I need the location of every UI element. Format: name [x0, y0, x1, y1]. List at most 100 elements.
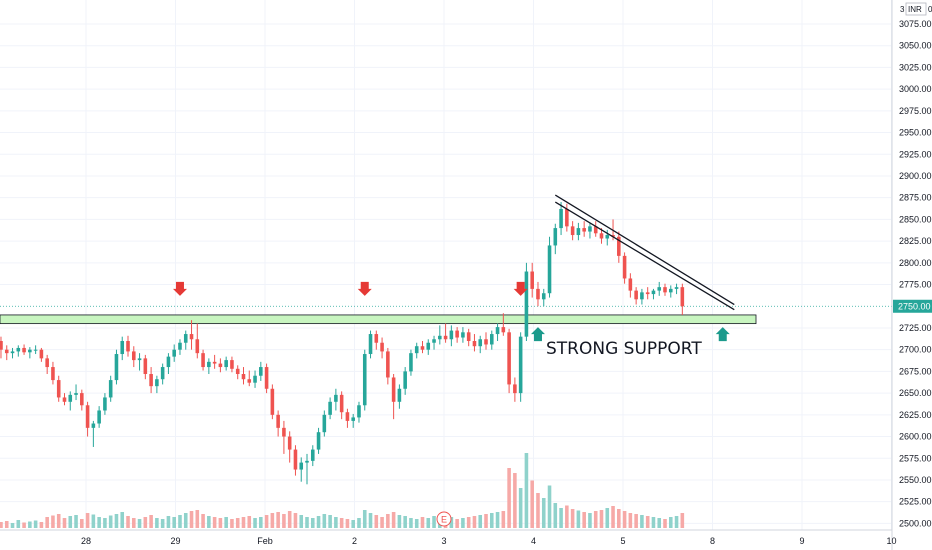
candle-body: [455, 330, 459, 338]
volume-bar: [461, 518, 465, 528]
candle-body: [0, 340, 3, 350]
candlesticks: [0, 202, 685, 485]
price-axis-header: 3 INR 0: [900, 2, 932, 16]
volume-bar: [588, 513, 592, 528]
candle-body: [351, 417, 355, 421]
volume-bar: [172, 517, 176, 528]
volume-bar: [420, 517, 425, 528]
candle-body: [391, 377, 396, 402]
volume-bar: [137, 519, 142, 528]
price-axis[interactable]: 2500.00 2525.00 2550.00 2575.00 2600.00 2625.…: [899, 19, 932, 528]
y-tick-label: 2850.00: [899, 214, 932, 224]
candle-body: [605, 235, 610, 239]
volume-bar: [386, 514, 390, 528]
y-tick-label: 3075.00: [899, 19, 932, 29]
y-tick-label: 2675.00: [899, 366, 932, 376]
candle-body: [299, 462, 304, 470]
volume-bar: [628, 513, 633, 528]
y-tick-label: 3025.00: [899, 62, 932, 72]
volume-bar: [593, 511, 598, 528]
earnings-marker-label: E: [441, 515, 447, 525]
y-tick-label: 2925.00: [899, 149, 932, 159]
y-tick-label: 2500.00: [899, 518, 932, 528]
candle-body: [599, 233, 604, 239]
candle-body: [33, 349, 38, 351]
volume-bar: [155, 518, 159, 528]
candle-body: [189, 334, 194, 340]
candle-body: [478, 339, 483, 347]
volume-bar: [235, 518, 240, 528]
candle-body: [235, 368, 240, 375]
candle-body: [218, 363, 223, 368]
up-arrow-icon: [715, 327, 730, 342]
candle-body: [4, 349, 9, 354]
candle-body: [212, 361, 217, 364]
candle-body: [489, 334, 494, 345]
volume-bar: [0, 522, 3, 528]
volume-bar: [103, 518, 107, 528]
drawings: [554, 194, 735, 311]
volume-bar: [51, 515, 55, 528]
candle-body: [651, 290, 656, 295]
candle-body: [259, 367, 263, 376]
candle-body: [547, 245, 552, 294]
candle-body: [126, 340, 130, 352]
x-tick-label: 10: [886, 536, 896, 546]
volume-bar: [33, 520, 38, 528]
time-axis[interactable]: 28 29 Feb 2 3 4 5 8 9 10: [81, 536, 897, 546]
volume-bar: [126, 516, 130, 528]
current-price-box: [893, 299, 932, 313]
candle-body: [645, 292, 650, 295]
candle-body: [195, 339, 200, 354]
candle-body: [22, 347, 26, 353]
candle-body: [339, 394, 344, 413]
candle-body: [668, 288, 673, 293]
volume-bar: [559, 508, 563, 528]
volume-bar: [62, 518, 67, 528]
volume-bar: [201, 514, 205, 528]
volume-bar: [357, 518, 361, 528]
volume-bar: [484, 514, 488, 528]
candle-body: [501, 327, 506, 333]
earnings-circle: [436, 511, 452, 527]
volume-bar: [212, 517, 217, 528]
volume-bar: [28, 521, 32, 528]
candle-body: [524, 271, 529, 337]
candle-body: [293, 449, 298, 470]
volume-bar: [622, 511, 627, 528]
candle-body: [131, 351, 136, 361]
volume-bar: [409, 518, 413, 528]
candle-body: [518, 336, 523, 394]
candle-body: [85, 405, 90, 428]
candle-body: [91, 423, 96, 428]
candle-body: [403, 371, 407, 389]
x-tick-label: 5: [620, 536, 625, 546]
volume-bar: [640, 515, 644, 528]
trendline-upper: [554, 194, 735, 306]
candle-body: [634, 290, 638, 300]
volume-bar: [368, 513, 373, 528]
candle-body: [680, 287, 685, 307]
y-tick-label: 2875.00: [899, 193, 932, 203]
earnings-marker[interactable]: E: [436, 511, 452, 527]
volume-bars: [0, 453, 685, 528]
candle-body: [663, 287, 667, 293]
candle-body: [120, 340, 125, 355]
y-tick-label: 2825.00: [899, 236, 932, 246]
volume-bar: [553, 503, 558, 528]
volume-bar: [489, 513, 494, 528]
candle-body: [270, 388, 275, 415]
volume-bar: [328, 515, 332, 528]
volume-bar: [149, 515, 153, 528]
candle-body: [576, 228, 581, 236]
candle-body: [276, 414, 280, 428]
volume-bar: [97, 517, 101, 528]
down-arrow-icon: [357, 281, 372, 296]
candle-body: [622, 255, 627, 279]
volume-bar: [501, 511, 506, 528]
candle-body: [461, 332, 465, 338]
volume-bar: [189, 511, 194, 528]
y-tick-label: 2900.00: [899, 171, 932, 181]
volume-bar: [414, 519, 419, 528]
